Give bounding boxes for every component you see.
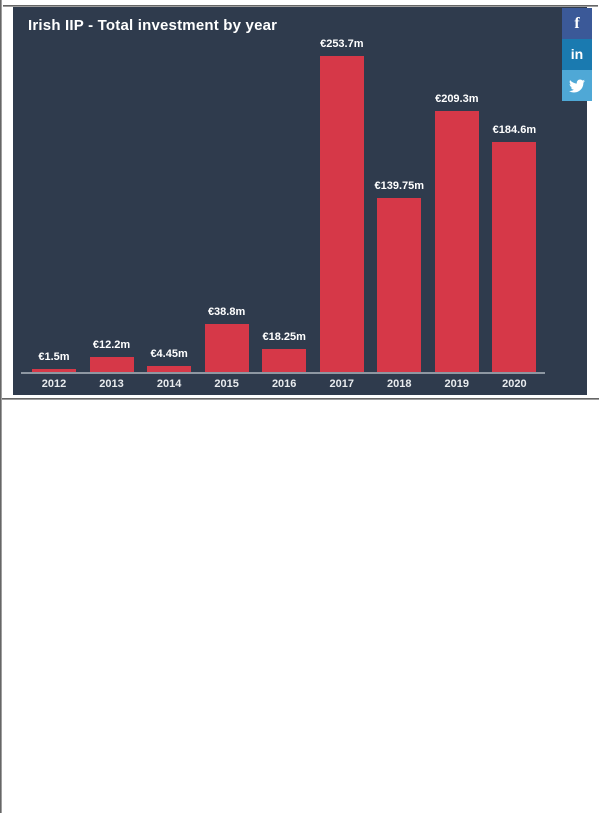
bar-value-label: €18.25m [262, 331, 306, 343]
bar-2020[interactable] [492, 142, 537, 372]
linkedin-share-button[interactable]: in [562, 39, 592, 70]
x-axis-tick-label: 2014 [156, 378, 182, 390]
bar-value-label: €12.2m [92, 339, 131, 351]
x-axis-tick-label: 2020 [502, 378, 527, 390]
bar-value-label: €1.5m [38, 351, 70, 363]
bar-2013[interactable] [89, 357, 134, 372]
x-axis-tick-label: 2013 [99, 378, 124, 390]
facebook-share-button[interactable]: f [562, 8, 592, 39]
frame-line-right [0, 407, 2, 813]
x-axis-tick-label: 2017 [329, 378, 355, 390]
social-share-bar: f in [562, 8, 592, 101]
twitter-share-button[interactable] [562, 70, 592, 101]
bar-2016[interactable] [262, 349, 307, 372]
bar-value-label: €139.75m [374, 180, 425, 192]
twitter-icon [569, 79, 585, 93]
linkedin-icon: in [570, 46, 584, 62]
x-axis-tick-label: 2015 [214, 378, 239, 390]
bar-value-label: €184.6m [492, 124, 537, 136]
bar-2015[interactable] [204, 324, 249, 372]
x-axis-tick-label: 2012 [41, 378, 67, 390]
x-axis-line [21, 372, 545, 374]
chart-panel: Irish IIP - Total investment by year €1.… [13, 7, 587, 395]
frame-line-left [0, 0, 2, 407]
bar-2017[interactable] [319, 56, 364, 372]
x-axis-tick-label: 2016 [271, 378, 297, 390]
bar-2018[interactable] [377, 198, 422, 372]
x-axis-tick-label: 2018 [387, 378, 412, 390]
bar-2012[interactable] [32, 369, 76, 372]
x-axis-tick-label: 2019 [444, 378, 470, 390]
bar-2019[interactable] [434, 111, 479, 372]
bar-value-label: €209.3m [435, 93, 479, 105]
bar-value-label: €38.8m [207, 306, 246, 318]
bar-chart: €1.5m 2012 €12.2m 2013 €4.45m 2014 €38.8m 2015 €… [13, 7, 587, 395]
frame-line-top [3, 5, 598, 7]
chart-title: Irish IIP - Total investment by year [28, 17, 278, 34]
frame-line-bottom [2, 398, 599, 400]
facebook-icon: f [574, 15, 580, 32]
bar-value-label: €4.45m [150, 348, 188, 360]
bar-2014[interactable] [147, 366, 192, 372]
bar-value-label: €253.7m [320, 38, 364, 50]
